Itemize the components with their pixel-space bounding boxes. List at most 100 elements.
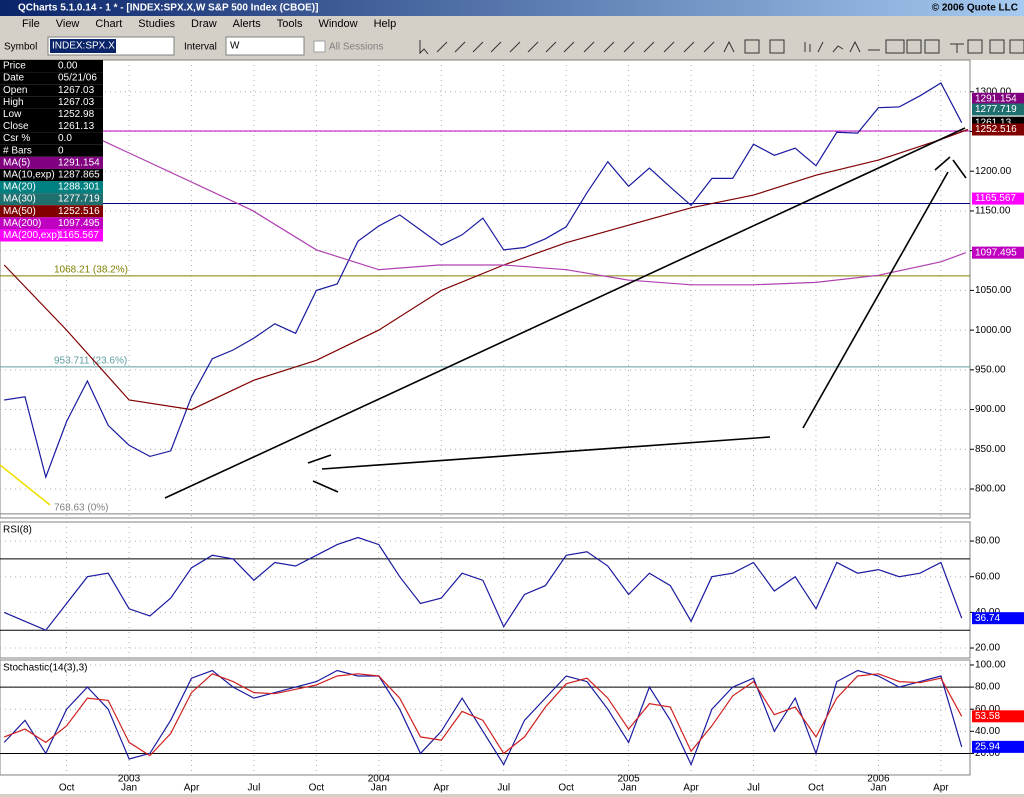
data-box-row bbox=[0, 193, 103, 206]
data-box-label: MA(20) bbox=[3, 182, 36, 193]
data-box-value: 1252.98 bbox=[58, 109, 95, 120]
data-box-row bbox=[0, 217, 103, 230]
symbol-label: Symbol bbox=[4, 42, 37, 53]
sessions-label: All Sessions bbox=[329, 42, 383, 53]
series-line bbox=[3, 673, 963, 757]
y-tick-label: 40.00 bbox=[975, 726, 1000, 737]
arrow-line bbox=[802, 171, 949, 429]
menu-item[interactable]: Help bbox=[374, 18, 397, 30]
interval-value: W bbox=[230, 41, 240, 52]
arrow-head bbox=[307, 454, 332, 464]
panel-frame bbox=[0, 59, 971, 519]
menu-item[interactable]: Alerts bbox=[233, 18, 262, 30]
value-marker bbox=[972, 92, 1024, 105]
y-tick-label: 60.00 bbox=[975, 704, 1000, 715]
symbol-selection bbox=[50, 39, 116, 53]
y-tick-label: 100.00 bbox=[975, 660, 1006, 671]
data-box-label: MA(200,exp) bbox=[3, 230, 60, 241]
menu-item[interactable]: View bbox=[56, 18, 80, 30]
y-tick-label: 900.00 bbox=[975, 404, 1006, 415]
value-marker-label: 36.74 bbox=[975, 613, 1000, 624]
data-box-row bbox=[0, 132, 103, 145]
x-tick-label: Oct bbox=[309, 783, 325, 794]
x-tick-label: Oct bbox=[808, 783, 824, 794]
data-box-value: 1277.719 bbox=[58, 194, 100, 205]
symbol-value: INDEX:SPX.X bbox=[52, 41, 115, 52]
data-box-label: Low bbox=[3, 109, 22, 120]
menu-bar bbox=[0, 16, 1024, 32]
arrow-head bbox=[952, 159, 967, 179]
level-label: 953.711 (23.6%) bbox=[54, 356, 127, 367]
y-tick-label: 80.00 bbox=[975, 682, 1000, 693]
arrow-head bbox=[312, 480, 339, 493]
data-box-row bbox=[0, 168, 103, 181]
chart-area bbox=[0, 60, 1024, 794]
y-tick-label: 1050.00 bbox=[975, 285, 1012, 296]
data-box-value: 0 bbox=[58, 145, 64, 156]
data-box-value: 1267.03 bbox=[58, 97, 95, 108]
x-tick-label: Jan bbox=[621, 783, 637, 794]
x-tick-label: Jan bbox=[870, 783, 886, 794]
data-box-value: 0.0 bbox=[58, 133, 72, 144]
x-tick-label: Oct bbox=[558, 783, 574, 794]
data-box-row bbox=[0, 144, 103, 157]
x-year-label: 2004 bbox=[368, 774, 391, 785]
series-line bbox=[4, 82, 963, 480]
data-box-label: Date bbox=[3, 73, 25, 84]
value-marker-label: 1277.719 bbox=[975, 104, 1017, 115]
y-tick-label: 60.00 bbox=[975, 571, 1000, 582]
x-tick-label: Jan bbox=[371, 783, 387, 794]
y-tick-label: 20.00 bbox=[975, 643, 1000, 654]
x-year-label: 2005 bbox=[618, 774, 641, 785]
copyright: © 2006 Quote LLC bbox=[932, 3, 1018, 14]
panel-title: Stochastic(14(3),3) bbox=[3, 663, 87, 674]
data-box-value: 1267.03 bbox=[58, 85, 95, 96]
y-tick-label: 1200.00 bbox=[975, 166, 1012, 177]
data-box-row bbox=[0, 72, 103, 85]
value-marker-label: 25.94 bbox=[975, 742, 1000, 753]
yellow-line bbox=[0, 464, 51, 506]
value-marker-label: 1165.567 bbox=[975, 193, 1016, 204]
y-tick-label: 850.00 bbox=[975, 444, 1006, 455]
data-box-row bbox=[0, 108, 103, 121]
data-box-label: MA(200) bbox=[3, 218, 41, 229]
data-box-row bbox=[0, 205, 103, 218]
y-tick-label: 950.00 bbox=[975, 364, 1006, 375]
data-box-label: MA(10,exp) bbox=[3, 170, 55, 181]
data-box-value: 1097.495 bbox=[58, 218, 100, 229]
sessions-checkbox[interactable] bbox=[313, 40, 326, 53]
data-box-row bbox=[0, 120, 103, 133]
y-tick-label: 20.00 bbox=[975, 748, 1000, 759]
panel-frame bbox=[0, 521, 971, 659]
menu-item[interactable]: Draw bbox=[191, 18, 217, 30]
x-tick-label: Apr bbox=[933, 783, 949, 794]
value-marker bbox=[972, 103, 1024, 116]
arrow-head bbox=[934, 156, 951, 171]
menu-item[interactable]: Chart bbox=[95, 18, 122, 30]
value-marker-label: 1252.516 bbox=[975, 124, 1017, 135]
drawn-annotations bbox=[0, 127, 967, 506]
data-box-value: 05/21/06 bbox=[58, 73, 97, 84]
data-box-label: High bbox=[3, 97, 24, 108]
menu-item[interactable]: Window bbox=[318, 18, 357, 30]
trendline bbox=[164, 127, 966, 499]
series-line bbox=[99, 138, 967, 286]
x-tick-label: Apr bbox=[184, 783, 200, 794]
data-box-row bbox=[0, 156, 103, 169]
data-box-value: 1165.567 bbox=[58, 230, 99, 241]
value-marker bbox=[972, 710, 1024, 723]
interval-input[interactable] bbox=[225, 36, 305, 56]
menu-item[interactable]: Tools bbox=[277, 18, 303, 30]
series-line bbox=[3, 536, 963, 631]
x-tick-label: Jul bbox=[497, 783, 510, 794]
data-box-value: 1252.516 bbox=[58, 206, 100, 217]
menu-item[interactable]: Studies bbox=[138, 18, 175, 30]
x-tick-label: Apr bbox=[683, 783, 699, 794]
x-year-label: 2006 bbox=[867, 774, 890, 785]
data-box-row bbox=[0, 60, 103, 73]
window-title: QCharts 5.1.0.14 - 1 * - [INDEX:SPX.X,W … bbox=[18, 3, 318, 14]
data-box-row bbox=[0, 181, 103, 194]
data-box-value: 1261.13 bbox=[58, 121, 95, 132]
menu-item[interactable]: File bbox=[22, 18, 40, 30]
value-marker bbox=[972, 612, 1024, 625]
